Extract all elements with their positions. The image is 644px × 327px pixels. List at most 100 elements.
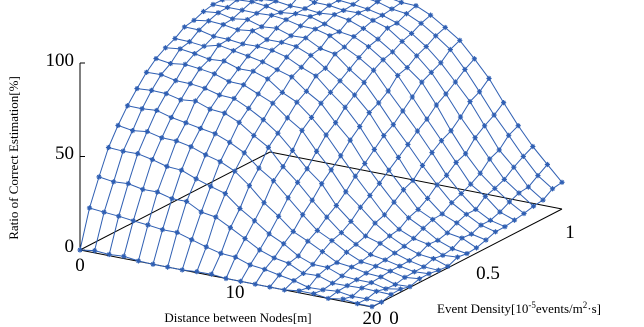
- data-point: [135, 151, 141, 157]
- mesh-line-density-9: [223, 60, 239, 70]
- mesh-line-distance-4: [194, 88, 206, 102]
- data-point: [268, 12, 274, 18]
- mesh-line-density-13: [276, 27, 292, 37]
- data-point: [473, 206, 479, 212]
- mesh-line-density-7: [409, 260, 425, 268]
- mesh-line-distance-7: [276, 56, 288, 71]
- data-point: [281, 287, 287, 293]
- data-point: [230, 16, 236, 22]
- data-point: [251, 132, 257, 139]
- mesh-line-distance-3: [132, 189, 144, 221]
- mesh-line-distance-10: [225, 256, 236, 279]
- data-point: [270, 100, 276, 106]
- data-point: [442, 24, 448, 31]
- data-point: [139, 106, 145, 112]
- mesh-line-distance-2: [146, 110, 158, 132]
- data-point: [196, 27, 202, 33]
- data-point: [276, 213, 282, 219]
- data-point: [211, 71, 217, 77]
- data-point: [162, 45, 169, 51]
- mesh-line-density-5: [390, 270, 406, 278]
- data-point: [358, 259, 364, 265]
- mesh-line-density-11: [257, 45, 273, 51]
- mesh-line-distance-1: [170, 48, 181, 64]
- mesh-line-distance-11: [249, 249, 261, 266]
- data-point: [299, 127, 305, 133]
- mesh-line-distance-12: [330, 155, 342, 171]
- data-point: [247, 262, 253, 268]
- floor-edge-right: [371, 208, 563, 308]
- mesh-line-density-8: [389, 235, 405, 247]
- data-point: [279, 89, 285, 96]
- mesh-line-density-19: [537, 175, 553, 190]
- data-point: [232, 254, 239, 260]
- mesh-line-density-4: [117, 124, 133, 132]
- data-point: [378, 274, 384, 280]
- data-point: [177, 46, 183, 52]
- mesh-line-density-3: [224, 193, 241, 209]
- mesh-line-distance-11: [354, 82, 365, 96]
- mesh-line-density-9: [413, 237, 429, 245]
- data-point: [330, 280, 336, 286]
- mesh-line-distance-3: [189, 68, 201, 84]
- mesh-line-density-1: [147, 224, 163, 231]
- data-point: [266, 231, 272, 237]
- mesh-line-density-10: [364, 163, 380, 184]
- mesh-line-distance-9: [305, 75, 317, 92]
- mesh-line-density-14: [285, 19, 301, 27]
- data-point: [290, 228, 296, 235]
- data-point: [482, 123, 488, 129]
- data-point: [178, 97, 184, 103]
- data-point: [120, 148, 126, 154]
- data-point: [407, 284, 413, 290]
- mesh-line-distance-14: [426, 104, 437, 120]
- data-point: [392, 281, 398, 288]
- data-point: [497, 209, 503, 215]
- mesh-line-density-19: [464, 69, 480, 93]
- mesh-line-distance-0: [117, 105, 128, 126]
- mesh-line-distance-11: [259, 233, 270, 251]
- data-point: [181, 24, 188, 30]
- data-point: [335, 288, 341, 294]
- data-point: [227, 139, 233, 145]
- mesh-line-density-1: [337, 290, 353, 297]
- mesh-line-density-14: [446, 174, 462, 194]
- data-point: [428, 69, 434, 75]
- data-point: [368, 251, 374, 258]
- mesh-line-density-9: [340, 155, 356, 177]
- data-point: [373, 288, 379, 294]
- mesh-line-density-6: [166, 93, 181, 101]
- data-point: [333, 202, 339, 209]
- mesh-line-density-15: [411, 96, 428, 120]
- data-point: [210, 1, 216, 8]
- mesh-line-density-8: [330, 169, 347, 193]
- mesh-line-density-2: [244, 238, 260, 251]
- mesh-line-distance-8: [262, 102, 274, 120]
- mesh-line-distance-10: [311, 102, 322, 118]
- mesh-line-distance-10: [301, 117, 312, 131]
- data-point: [208, 183, 214, 189]
- data-point: [269, 47, 275, 53]
- mesh-line-distance-17: [498, 135, 510, 151]
- mesh-line-density-20: [503, 102, 519, 126]
- data-point: [318, 100, 324, 106]
- data-point: [202, 85, 208, 91]
- mesh-line-density-17: [358, 12, 374, 21]
- mesh-line-density-9: [267, 78, 283, 93]
- mesh-line-distance-9: [220, 227, 231, 254]
- data-point: [149, 87, 155, 93]
- data-point: [492, 185, 498, 191]
- mesh-line-distance-13: [316, 216, 328, 231]
- mesh-line-distance-2: [108, 216, 120, 255]
- mesh-line-density-5: [156, 109, 172, 118]
- data-point: [347, 137, 353, 143]
- data-point: [468, 181, 474, 187]
- data-point: [320, 287, 326, 293]
- data-point: [386, 167, 392, 173]
- mesh-line-density-20: [430, 14, 446, 28]
- data-point: [173, 138, 179, 144]
- x-axis-ticks: 0 10 20: [75, 255, 381, 327]
- mesh-line-density-2: [317, 275, 333, 284]
- mesh-line-density-18: [396, 22, 412, 34]
- data-point: [459, 235, 465, 241]
